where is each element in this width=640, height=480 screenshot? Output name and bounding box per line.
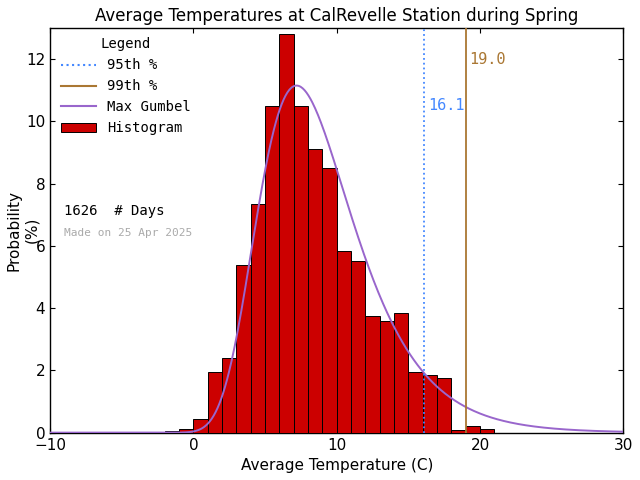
Bar — [208, 372, 222, 432]
Bar — [236, 264, 251, 432]
Bar — [251, 204, 265, 432]
Bar — [265, 106, 280, 432]
Text: 19.0: 19.0 — [469, 51, 506, 67]
Bar — [480, 429, 494, 432]
Bar — [294, 106, 308, 432]
Bar — [466, 426, 480, 432]
Y-axis label: Probability
(%): Probability (%) — [7, 190, 39, 271]
Legend: 95th %, 99th %, Max Gumbel, Histogram: 95th %, 99th %, Max Gumbel, Histogram — [56, 32, 196, 141]
Bar — [164, 431, 179, 432]
Title: Average Temperatures at CalRevelle Station during Spring: Average Temperatures at CalRevelle Stati… — [95, 7, 579, 25]
Bar — [179, 429, 193, 432]
Text: 1626  # Days: 1626 # Days — [65, 204, 165, 218]
Bar — [408, 372, 422, 432]
Bar — [365, 316, 380, 432]
Bar — [308, 149, 323, 432]
Bar — [337, 251, 351, 432]
Bar — [351, 262, 365, 432]
Bar — [451, 430, 466, 432]
X-axis label: Average Temperature (C): Average Temperature (C) — [241, 458, 433, 473]
Bar — [422, 375, 437, 432]
Bar — [380, 321, 394, 432]
Text: Made on 25 Apr 2025: Made on 25 Apr 2025 — [65, 228, 193, 238]
Bar — [323, 168, 337, 432]
Bar — [280, 34, 294, 432]
Bar — [222, 358, 236, 432]
Text: 16.1: 16.1 — [428, 98, 464, 113]
Bar — [193, 419, 208, 432]
Bar — [437, 378, 451, 432]
Bar — [394, 313, 408, 432]
